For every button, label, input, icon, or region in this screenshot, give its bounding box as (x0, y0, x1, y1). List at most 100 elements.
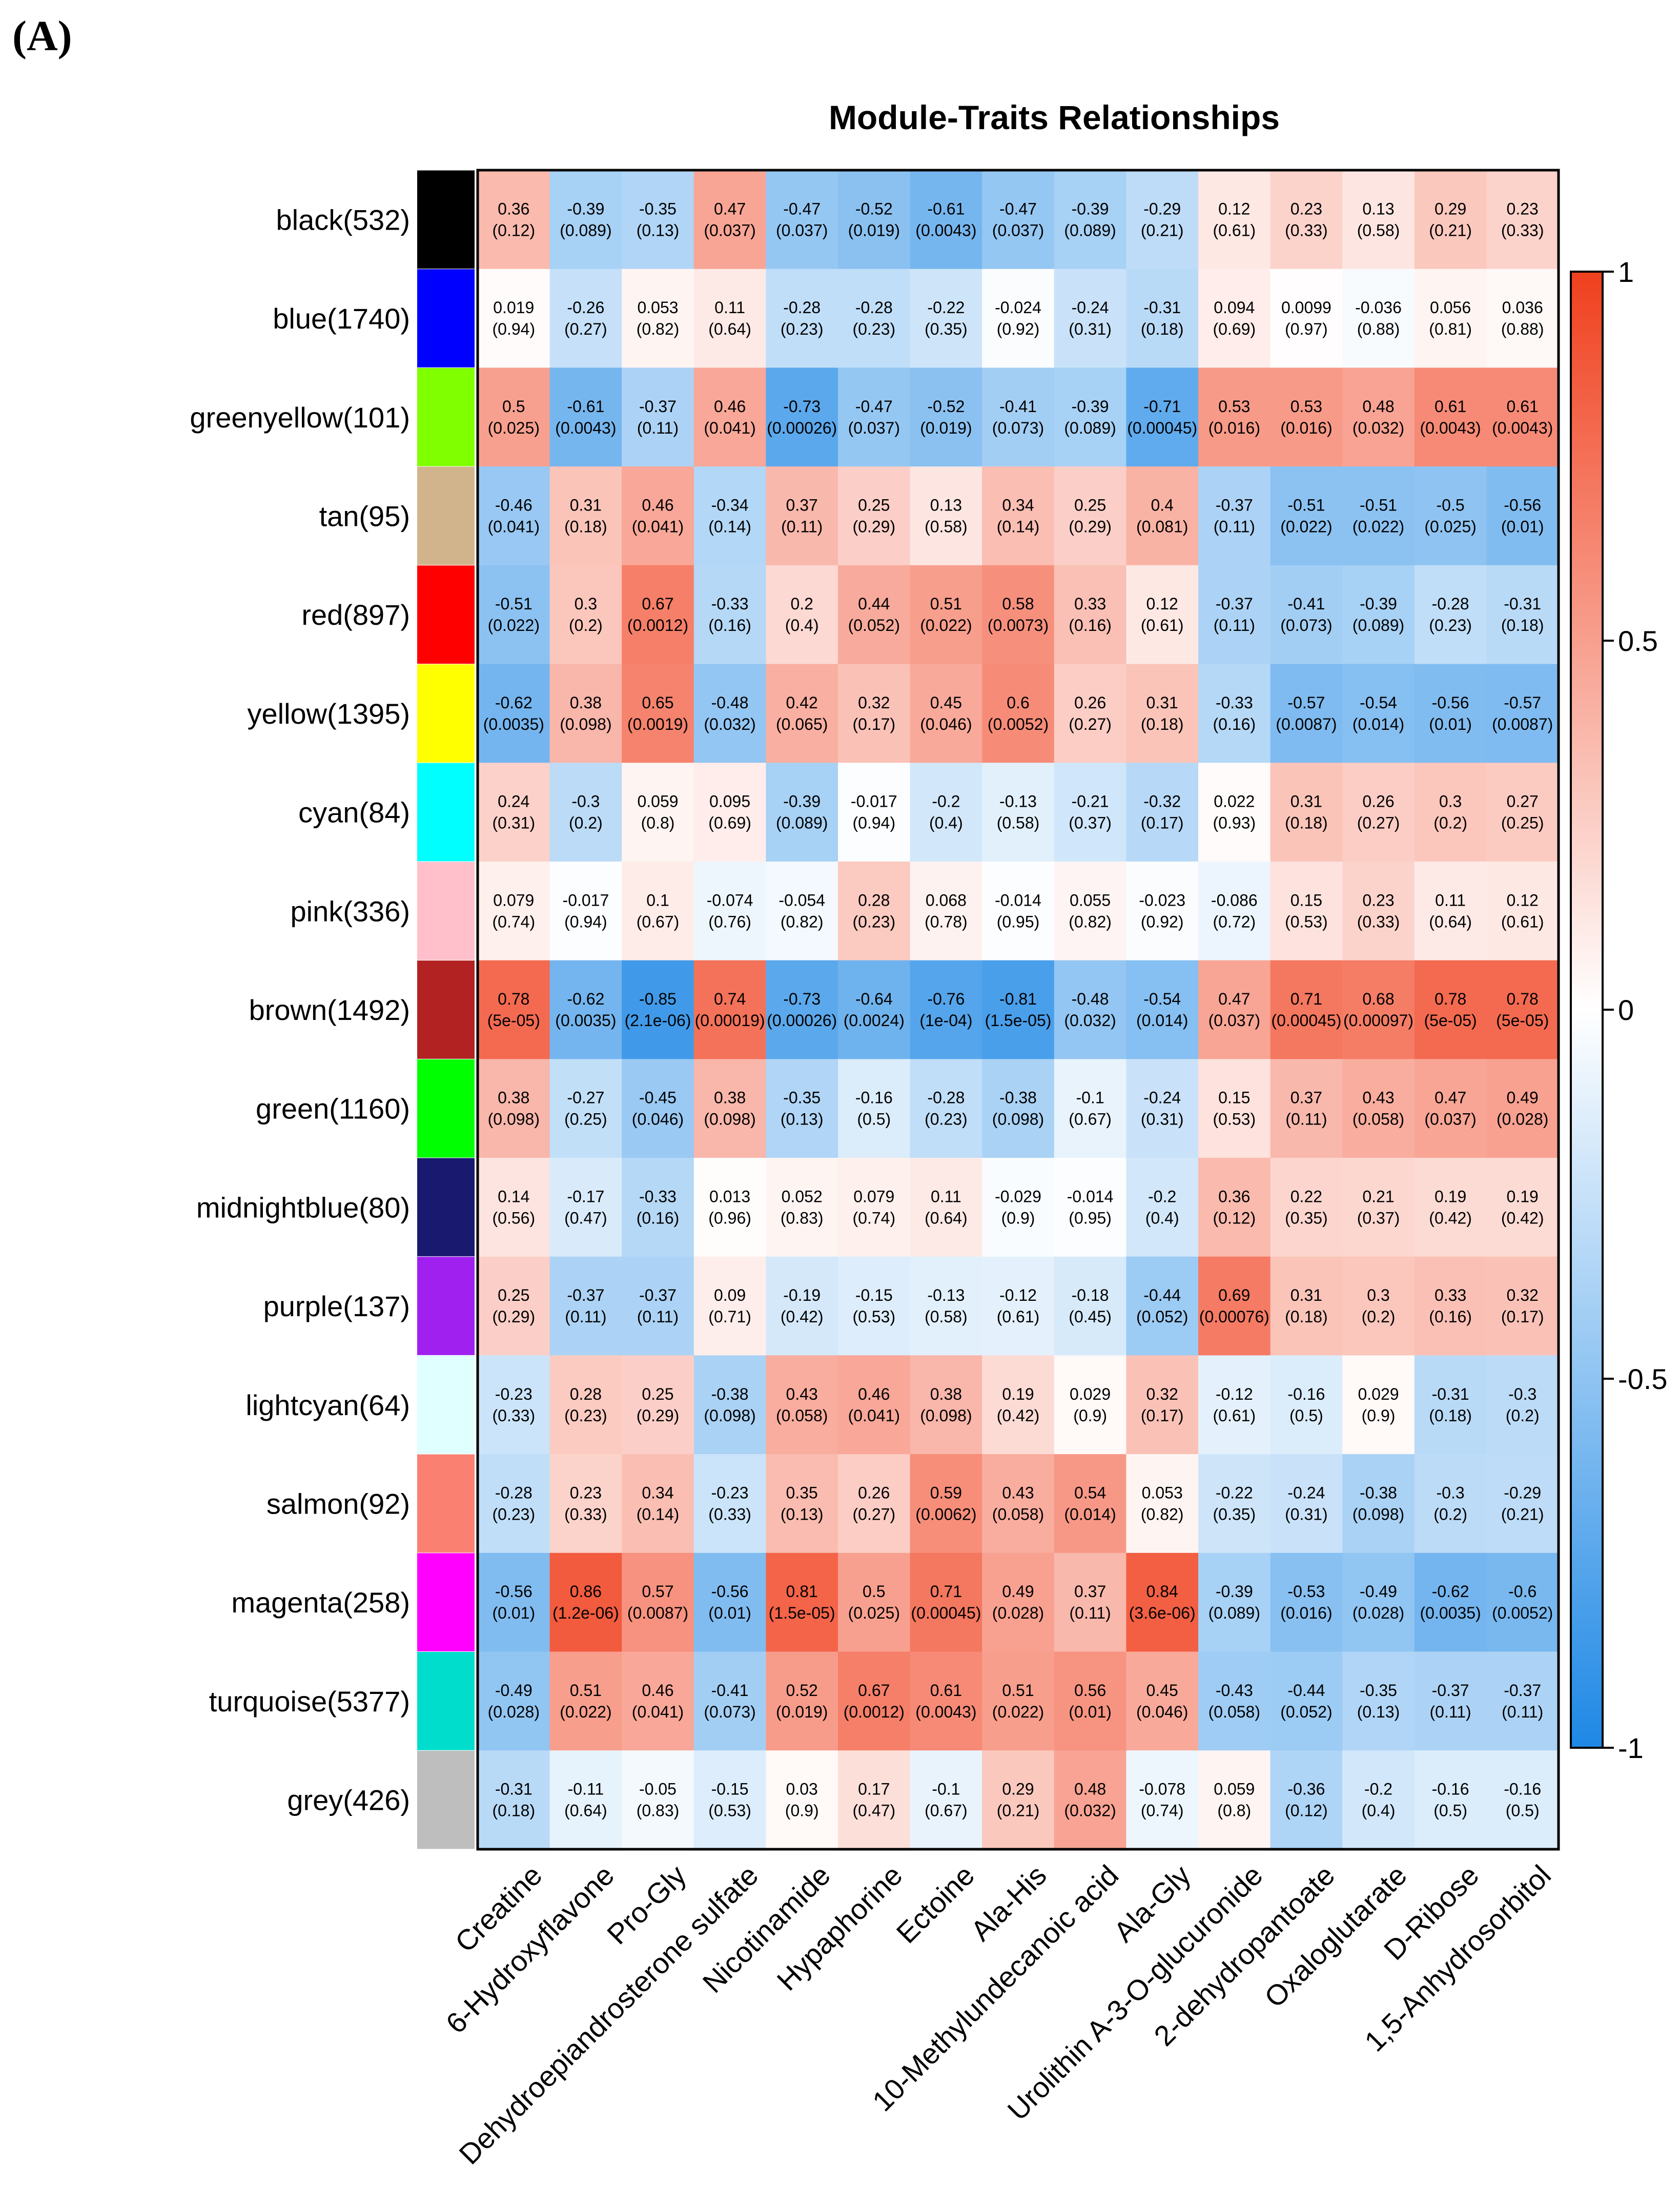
p-value: (0.032) (1064, 1011, 1116, 1030)
correlation-value: 0.053 (637, 298, 678, 317)
trait-label: Ectoine (890, 1859, 981, 1950)
correlation-value: -0.15 (855, 1286, 893, 1304)
heatmap-cell (549, 1059, 622, 1158)
heatmap-cell (1414, 763, 1487, 862)
heatmap-cell (982, 763, 1055, 862)
p-value: (0.53) (708, 1802, 751, 1820)
p-value: (0.23) (853, 912, 896, 931)
p-value: (0.022) (560, 1703, 611, 1721)
heatmap-cell (693, 1158, 767, 1257)
p-value: (0.028) (488, 1703, 540, 1721)
heatmap-cell (622, 1355, 694, 1455)
p-value: (0.53) (1213, 1110, 1256, 1129)
correlation-value: -0.51 (495, 595, 532, 613)
correlation-value: -0.28 (783, 298, 821, 317)
p-value: (1.5e-05) (985, 1011, 1052, 1030)
correlation-value: -0.2 (932, 792, 960, 811)
heatmap-cell (1342, 1059, 1415, 1158)
heatmap-cell (1270, 1355, 1343, 1455)
p-value: (0.96) (708, 1209, 751, 1227)
correlation-value: 0.43 (1362, 1089, 1394, 1107)
p-value: (0.089) (1064, 419, 1116, 437)
heatmap-cell (838, 367, 911, 467)
heatmap-cell (982, 1651, 1055, 1751)
module-label: magenta(258) (231, 1586, 410, 1619)
p-value: (0.0012) (627, 616, 688, 635)
correlation-value: 0.28 (570, 1385, 602, 1403)
heatmap-cell (838, 170, 911, 270)
correlation-value: -0.61 (927, 199, 965, 218)
correlation-value: -0.029 (995, 1187, 1041, 1205)
heatmap-cell (1126, 1355, 1199, 1455)
correlation-value: 0.31 (1290, 1286, 1322, 1304)
correlation-value: 0.47 (1435, 1089, 1466, 1107)
p-value: (0.00097) (1343, 1011, 1413, 1030)
heatmap-cell (693, 763, 767, 862)
heatmap-cell (1342, 1454, 1415, 1554)
heatmap-cell (1198, 1158, 1271, 1257)
p-value: (0.53) (853, 1307, 896, 1326)
heatmap-cell (1342, 861, 1415, 961)
correlation-value: 0.33 (1435, 1286, 1466, 1304)
p-value: (0.0087) (1492, 715, 1553, 733)
p-value: (0.95) (1069, 1209, 1112, 1227)
heatmap-cell (838, 960, 911, 1060)
heatmap-cell (982, 466, 1055, 566)
heatmap-cell (910, 1059, 982, 1158)
p-value: (0.29) (493, 1307, 536, 1326)
correlation-value: 0.67 (642, 595, 673, 613)
p-value: (0.4) (1362, 1802, 1396, 1820)
p-value: (0.58) (925, 517, 968, 536)
p-value: (0.2) (1362, 1307, 1396, 1326)
module-label: grey(426) (287, 1784, 410, 1816)
heatmap-cell (838, 1454, 911, 1554)
correlation-value: -0.39 (783, 792, 821, 811)
correlation-value: 0.74 (714, 990, 746, 1008)
p-value: (0.022) (1280, 517, 1332, 536)
heatmap-cells: 0.36 (0.12) -0.39 (0.089) -0.35 (0.13) 0.47 (0.… (478, 170, 1559, 1850)
p-value: (0.9) (785, 1802, 819, 1820)
heatmap-cell (1342, 466, 1415, 566)
heatmap-cell (1054, 664, 1127, 763)
module-label: purple(137) (263, 1290, 410, 1322)
heatmap-cell (1414, 565, 1487, 665)
correlation-value: 0.67 (858, 1681, 890, 1700)
p-value: (0.065) (776, 715, 828, 733)
heatmap-cell (1414, 1454, 1487, 1554)
chart-title: Module-Traits Relationships (829, 98, 1280, 136)
module-color-bar (417, 170, 475, 1849)
p-value: (0.037) (704, 221, 755, 239)
correlation-value: 0.15 (1218, 1089, 1250, 1107)
heatmap-cell (693, 367, 767, 467)
p-value: (0.025) (848, 1604, 900, 1622)
correlation-value: 0.37 (1290, 1089, 1322, 1107)
p-value: (0.37) (1357, 1209, 1400, 1227)
correlation-value: 0.36 (1218, 1187, 1250, 1205)
p-value: (0.8) (1217, 1802, 1251, 1820)
p-value: (0.72) (1213, 912, 1256, 931)
heatmap-cell (1414, 861, 1487, 961)
correlation-value: -0.28 (495, 1483, 532, 1502)
correlation-value: -0.61 (567, 397, 604, 416)
heatmap-cell (982, 664, 1055, 763)
heatmap-cell (1198, 763, 1271, 862)
correlation-value: 0.51 (570, 1681, 602, 1700)
p-value: (0.18) (564, 517, 607, 536)
heatmap-cell (549, 1355, 622, 1455)
heatmap-cell (838, 1750, 911, 1850)
correlation-value: 0.31 (570, 496, 602, 514)
colorbar-tick-label: -0.5 (1618, 1363, 1668, 1395)
heatmap-cell (1342, 1552, 1415, 1652)
heatmap-cell (910, 664, 982, 763)
correlation-value: -0.22 (927, 298, 965, 317)
correlation-value: 0.29 (1435, 199, 1466, 218)
correlation-value: -0.017 (563, 891, 609, 909)
correlation-value: 0.094 (1214, 298, 1255, 317)
correlation-value: -0.5 (1437, 496, 1465, 514)
p-value: (0.67) (637, 912, 680, 931)
p-value: (0.16) (1429, 1307, 1472, 1326)
correlation-value: 0.079 (853, 1187, 894, 1205)
heatmap-cell (1198, 1750, 1271, 1850)
heatmap-cell (622, 269, 694, 369)
heatmap-cell (478, 861, 550, 961)
